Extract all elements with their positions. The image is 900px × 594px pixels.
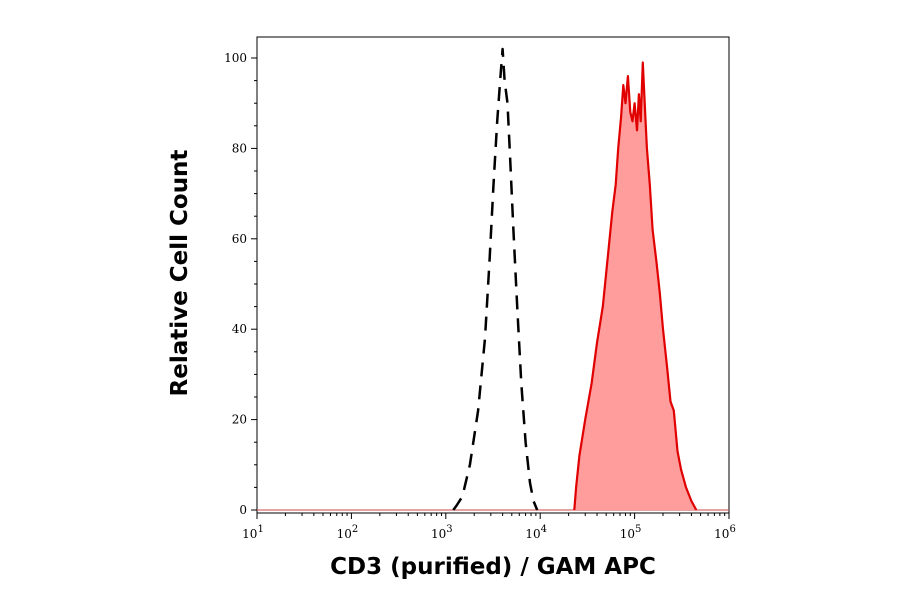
x-tick-label: 104 [525,524,547,541]
y-tick-label: 100 [224,51,247,65]
y-tick-label: 60 [232,232,247,246]
y-tick-label: 20 [232,413,247,427]
y-tick-label: 0 [239,503,247,517]
plot-frame [256,36,730,514]
control-histogram-line [452,47,539,511]
y-tick-label: 80 [232,141,247,155]
stained-histogram-line [573,61,698,511]
x-tick-label: 103 [431,524,453,541]
y-axis-title: Relative Cell Count [167,150,193,397]
x-axis-title: CD3 (purified) / GAM APC [330,554,656,580]
x-tick-label: 106 [714,524,736,541]
x-tick-label: 105 [620,524,642,541]
plot-area: 0 20 40 60 80 100 101 102 103 104 105 106 [224,36,736,541]
y-axis-ticks: 0 20 40 60 80 100 [224,51,257,517]
y-tick-label: 40 [232,322,247,336]
stained-histogram-fill [574,62,697,510]
series-layer [257,47,729,511]
x-tick-label: 101 [242,524,264,541]
x-tick-label: 102 [337,524,359,541]
x-axis-ticks: 101 102 103 104 105 106 [242,513,736,541]
